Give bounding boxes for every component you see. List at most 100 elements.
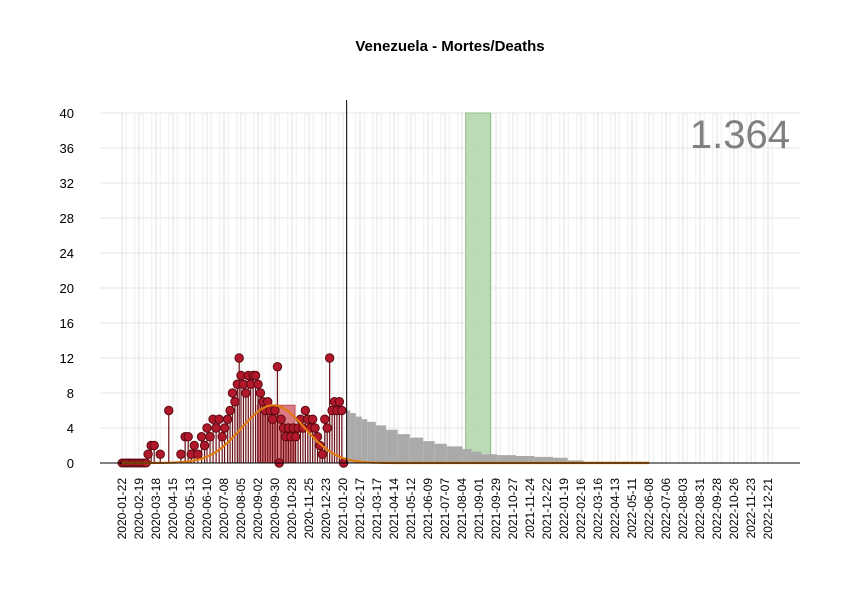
observed-point	[183, 432, 193, 442]
observed-point	[253, 379, 263, 389]
forecast-bar	[423, 441, 435, 463]
y-tick-label: 4	[67, 421, 74, 436]
x-tick-label: 2021-06-09	[421, 478, 435, 540]
observed-point	[241, 388, 251, 398]
y-tick-label: 12	[60, 351, 74, 366]
y-tick-label: 40	[60, 106, 74, 121]
observed-point	[155, 449, 165, 459]
x-tick-label: 2020-08-05	[234, 478, 248, 540]
y-tick-label: 24	[60, 246, 74, 261]
forecast-bar	[534, 456, 554, 463]
observed-point	[320, 414, 330, 424]
forecast-bar	[471, 451, 482, 463]
observed-point	[202, 423, 212, 433]
y-tick-label: 16	[60, 316, 74, 331]
forecast-bar	[350, 413, 356, 463]
observed-point	[189, 440, 199, 451]
x-tick-label: 2021-11-24	[523, 478, 537, 539]
observed-point	[205, 432, 215, 442]
observed-point	[193, 449, 203, 459]
forecast-bar	[567, 460, 584, 463]
observed-point	[255, 388, 266, 398]
y-tick-label: 32	[60, 176, 74, 191]
forecast-bar	[355, 416, 362, 463]
x-tick-label: 2022-11-23	[744, 478, 758, 539]
y-tick-label: 0	[67, 456, 74, 471]
observed-point	[310, 423, 320, 433]
observed-point	[307, 414, 318, 424]
forecast-bar	[462, 449, 472, 463]
x-tick-label: 2020-12-23	[319, 478, 333, 540]
observed-point	[230, 397, 240, 407]
x-tick-label: 2022-08-31	[693, 478, 707, 540]
observed-point	[217, 432, 227, 442]
x-tick-label: 2022-09-28	[710, 478, 724, 540]
highlight-band	[465, 112, 492, 464]
observed-point	[315, 440, 325, 451]
observed-point	[211, 423, 221, 433]
observed-point	[300, 405, 311, 416]
observed-point	[276, 414, 286, 424]
observed-point	[176, 449, 186, 459]
observed-point	[196, 432, 207, 442]
observed-point	[225, 405, 235, 416]
x-tick-label: 2021-03-17	[370, 478, 384, 540]
x-tick-label: 2020-06-10	[200, 478, 214, 540]
forecast-bar	[553, 457, 568, 463]
x-tick-label: 2021-09-01	[472, 478, 486, 540]
x-tick-label: 2022-03-16	[591, 478, 605, 540]
y-tick-label: 20	[60, 281, 74, 296]
forecast-bar	[386, 429, 398, 463]
x-tick-label: 2022-01-19	[557, 478, 571, 540]
x-tick-label: 2021-09-29	[489, 478, 503, 540]
observed-point	[143, 449, 153, 459]
x-tick-label: 2021-07-07	[438, 478, 452, 540]
forecast-bar	[497, 455, 517, 463]
x-tick-label: 2022-02-16	[574, 478, 588, 540]
x-tick-labels: 2020-01-22 2020-02-19 2020-03-18 2020-04-15…	[115, 478, 775, 540]
y-tick-label: 36	[60, 141, 74, 156]
x-tick-label: 2020-10-28	[285, 478, 299, 540]
x-tick-label: 2022-08-03	[676, 478, 690, 540]
observed-point	[222, 414, 233, 424]
x-tick-label: 2020-09-02	[251, 478, 265, 540]
x-tick-label: 2022-06-08	[642, 478, 656, 540]
forecast-bar	[434, 443, 447, 463]
observed-point	[324, 353, 335, 363]
observed-point	[337, 405, 347, 416]
x-tick-label: 2022-12-21	[761, 478, 775, 540]
x-tick-label: 2022-05-11	[625, 478, 639, 539]
x-tick-label: 2021-12-22	[540, 478, 554, 540]
observed-point	[290, 432, 301, 442]
x-tick-label: 2021-04-14	[387, 478, 401, 540]
x-tick-label: 2022-04-13	[608, 478, 622, 540]
observed-point	[199, 440, 210, 451]
x-tick-label: 2020-04-15	[166, 478, 180, 540]
observed-point	[322, 423, 332, 433]
forecast-bar	[367, 421, 376, 463]
x-tick-label: 2020-03-18	[149, 478, 163, 540]
observed-point	[234, 353, 244, 363]
observed-point	[149, 440, 159, 451]
forecast-bar	[346, 410, 351, 463]
y-tick-labels: 0 4 8 12 16 20 24 28 32 36 40	[60, 106, 74, 471]
x-tick-label: 2020-07-08	[217, 478, 231, 540]
x-tick-label: 2021-01-20	[336, 478, 350, 540]
x-tick-label: 2020-09-30	[268, 478, 282, 540]
y-tick-label: 28	[60, 211, 74, 226]
y-tick-label: 8	[67, 386, 74, 401]
x-tick-label: 2022-10-26	[727, 478, 741, 540]
forecast-bar	[397, 434, 410, 463]
x-tick-label: 2022-07-06	[659, 478, 673, 540]
observed-point	[219, 423, 230, 433]
observed-point	[227, 388, 238, 398]
x-tick-label: 2020-02-19	[132, 478, 146, 540]
observed-point	[164, 405, 174, 416]
x-tick-label: 2020-01-22	[115, 478, 129, 540]
forecast-bar	[375, 425, 387, 463]
observed-point	[272, 362, 283, 372]
x-tick-label: 2020-11-25	[302, 478, 316, 539]
x-tick-label: 2021-02-17	[353, 478, 367, 540]
observed-point	[334, 397, 345, 407]
